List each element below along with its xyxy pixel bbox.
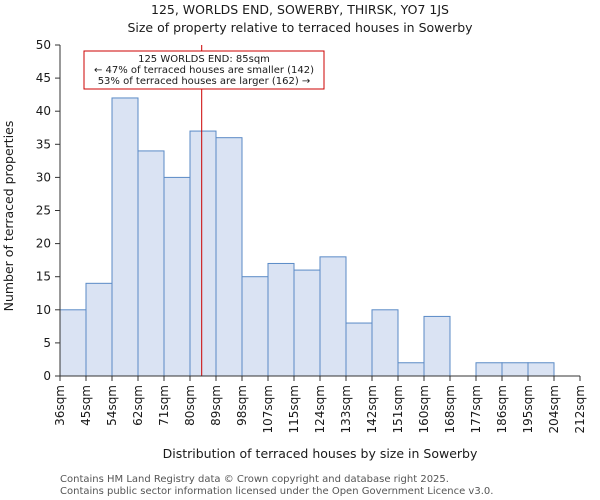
x-tick-label: 204sqm bbox=[547, 385, 561, 433]
y-ticks: 0 5 10 15 20 25 30 35 40 45 50 bbox=[36, 38, 60, 383]
y-tick-label: 15 bbox=[36, 270, 51, 284]
x-tick-label: 160sqm bbox=[417, 385, 431, 433]
x-tick-label: 186sqm bbox=[495, 385, 509, 433]
x-tick-label: 89sqm bbox=[209, 385, 223, 426]
x-tick-label: 36sqm bbox=[53, 385, 67, 426]
chart-subtitle: Size of property relative to terraced ho… bbox=[127, 20, 473, 35]
bar-151sqm bbox=[397, 362, 425, 377]
y-tick-label: 20 bbox=[36, 237, 51, 251]
x-tick-label: 98sqm bbox=[235, 385, 249, 426]
y-tick-label: 35 bbox=[36, 137, 51, 151]
property-marker: 125 WORLDS END: 85sqm← 47% of terraced h… bbox=[83, 45, 325, 376]
x-tick-label: 168sqm bbox=[443, 385, 457, 433]
x-tick-label: 62sqm bbox=[131, 385, 145, 426]
x-axis-label: Distribution of terraced houses by size … bbox=[163, 446, 478, 461]
bar-80sqm bbox=[189, 130, 217, 377]
y-tick-label: 25 bbox=[36, 204, 51, 218]
bar-160sqm bbox=[423, 315, 451, 377]
bars-group bbox=[59, 97, 555, 377]
bar-36sqm bbox=[59, 309, 87, 377]
y-tick-label: 40 bbox=[36, 104, 51, 118]
y-tick-label: 50 bbox=[36, 38, 51, 52]
bar-124sqm bbox=[319, 256, 347, 377]
footer-line-1: Contains HM Land Registry data © Crown c… bbox=[60, 474, 449, 485]
x-tick-label: 124sqm bbox=[313, 385, 327, 433]
footer-line-2: Contains public sector information licen… bbox=[60, 486, 493, 497]
bar-107sqm bbox=[267, 262, 295, 377]
annotation-box bbox=[83, 50, 325, 90]
bar-142sqm bbox=[371, 309, 399, 377]
bar-45sqm bbox=[85, 282, 113, 377]
bar-54sqm bbox=[111, 97, 139, 377]
x-tick-label: 177sqm bbox=[469, 385, 483, 433]
x-tick-label: 54sqm bbox=[105, 385, 119, 426]
annotation-line-2: ← 47% of terraced houses are smaller (14… bbox=[94, 65, 314, 76]
annotation-line-3: 53% of terraced houses are larger (162) … bbox=[98, 76, 311, 87]
x-tick-label: 195sqm bbox=[521, 385, 535, 433]
y-tick-label: 5 bbox=[43, 336, 51, 350]
bar-133sqm bbox=[345, 322, 373, 377]
x-tick-label: 80sqm bbox=[183, 385, 197, 426]
x-tick-label: 107sqm bbox=[261, 385, 275, 433]
bar-186sqm bbox=[501, 362, 529, 377]
bar-195sqm bbox=[527, 362, 555, 377]
x-tick-label: 142sqm bbox=[365, 385, 379, 433]
bar-177sqm bbox=[475, 362, 503, 377]
x-tick-label: 133sqm bbox=[339, 385, 353, 433]
chart-title: 125, WORLDS END, SOWERBY, THIRSK, YO7 1J… bbox=[151, 2, 449, 17]
x-tick-label: 45sqm bbox=[79, 385, 93, 426]
y-tick-label: 30 bbox=[36, 170, 51, 184]
y-axis-label: Number of terraced properties bbox=[1, 121, 16, 312]
bar-71sqm bbox=[163, 176, 191, 377]
annotation-line-1: 125 WORLDS END: 85sqm bbox=[138, 54, 270, 65]
bar-89sqm bbox=[215, 137, 243, 377]
x-tick-label: 115sqm bbox=[287, 385, 301, 433]
x-ticks: 36sqm 45sqm 54sqm 62sqm 71sqm 80sqm 89sqm 98sqm… bbox=[53, 376, 587, 433]
x-tick-label: 71sqm bbox=[157, 385, 171, 426]
bar-62sqm bbox=[137, 150, 165, 377]
y-tick-label: 45 bbox=[36, 71, 51, 85]
x-tick-label: 151sqm bbox=[391, 385, 405, 433]
bar-98sqm bbox=[241, 276, 269, 377]
y-tick-label: 10 bbox=[36, 303, 51, 317]
bar-115sqm bbox=[293, 269, 321, 377]
y-tick-label: 0 bbox=[43, 369, 51, 383]
x-tick-label: 212sqm bbox=[573, 385, 587, 433]
